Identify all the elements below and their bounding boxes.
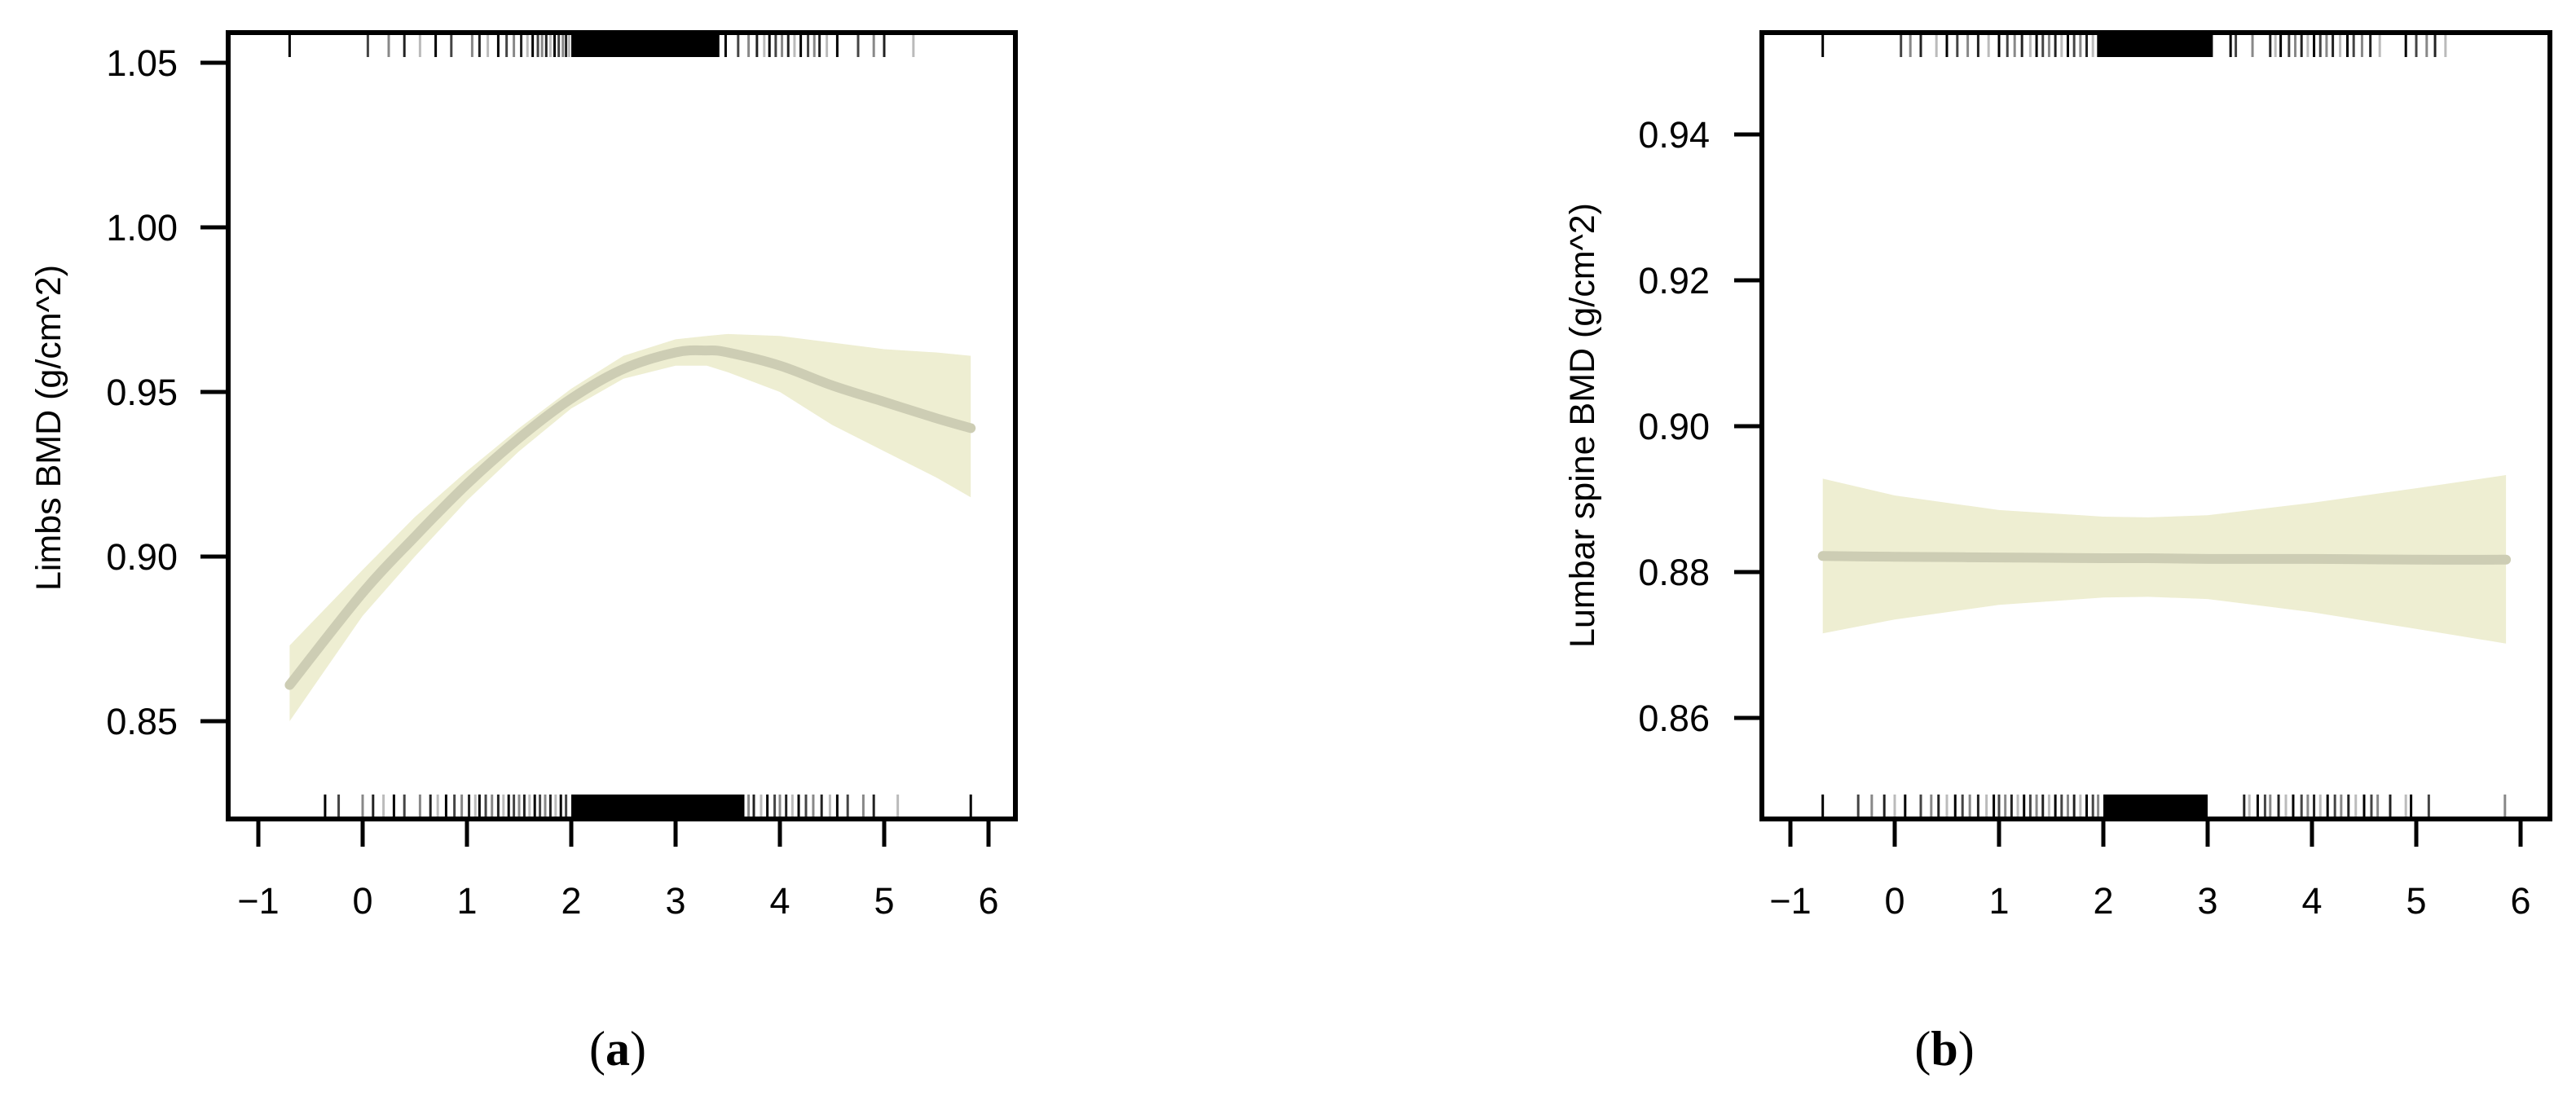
x-tick-label: 1 (456, 880, 477, 922)
x-tick-label: 4 (769, 880, 790, 922)
rug-dense-block (571, 35, 720, 57)
x-tick-label: 2 (561, 880, 581, 922)
x-tick-label: 4 (2301, 880, 2322, 922)
rug-top (1821, 35, 2447, 57)
rug-bottom (324, 795, 972, 817)
y-tick-label: 0.85 (106, 701, 178, 742)
x-tick-label: 2 (2093, 880, 2113, 922)
rug-dense-block (2097, 35, 2213, 57)
y-tick-label: 1.05 (106, 42, 178, 84)
y-tick-label: 1.00 (106, 207, 178, 249)
x-axis: −1 0 1 2 3 4 5 6 (237, 819, 999, 922)
rug-top (288, 35, 915, 57)
panel-a-limbs-bmd: −1 0 1 2 3 4 5 6 0.85 0.90 0.95 1.00 1.05 Limbs BMD… (29, 30, 1018, 1076)
rug-dense-block (571, 795, 745, 817)
y-tick-label: 0.88 (1638, 552, 1710, 593)
plot-frame (1759, 30, 2552, 821)
plot-frame (226, 30, 1018, 821)
y-tick-label: 0.90 (1638, 406, 1710, 447)
y-tick-label: 0.90 (106, 536, 178, 578)
x-tick-label: 3 (2197, 880, 2217, 922)
x-tick-label: −1 (1769, 880, 1811, 922)
y-tick-label: 0.95 (106, 372, 178, 413)
panel-b-lumbar-spine-bmd: −1 0 1 2 3 4 5 6 0.86 0.88 0.90 0.92 0.94 Lumbar sp… (1563, 30, 2552, 1076)
rug-dense-block (2103, 795, 2208, 817)
x-tick-label: 0 (352, 880, 372, 922)
x-tick-label: 5 (2406, 880, 2426, 922)
fit-line (284, 345, 976, 690)
y-axis: 0.85 0.90 0.95 1.00 1.05 (106, 42, 228, 742)
x-tick-label: 6 (2510, 880, 2530, 922)
y-axis: 0.86 0.88 0.90 0.92 0.94 (1638, 114, 1762, 739)
panel-label-a: (a) (589, 1022, 646, 1076)
y-tick-label: 0.94 (1638, 114, 1710, 156)
x-tick-label: 3 (665, 880, 685, 922)
y-axis-title: Limbs BMD (g/cm^2) (29, 265, 68, 591)
y-axis-title: Lumbar spine BMD (g/cm^2) (1563, 203, 1602, 648)
rug-bottom (1821, 795, 2507, 817)
x-tick-label: −1 (237, 880, 279, 922)
fit-line (1817, 551, 2512, 565)
y-tick-label: 0.92 (1638, 260, 1710, 302)
x-tick-label: 1 (1988, 880, 2009, 922)
y-tick-label: 0.86 (1638, 698, 1710, 739)
x-axis: −1 0 1 2 3 4 5 6 (1769, 819, 2531, 922)
panel-label-b: (b) (1914, 1022, 1974, 1076)
x-tick-label: 5 (874, 880, 894, 922)
x-tick-label: 0 (1884, 880, 1904, 922)
x-tick-label: 6 (978, 880, 998, 922)
